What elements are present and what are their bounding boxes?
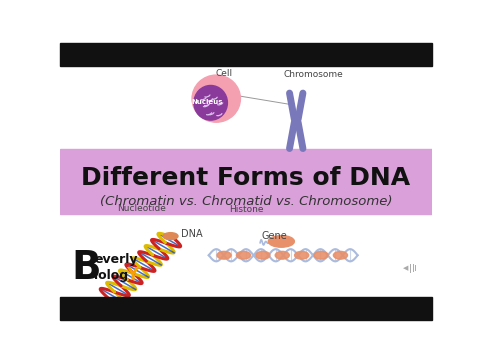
Ellipse shape xyxy=(268,235,294,247)
Text: everly: everly xyxy=(94,253,138,266)
Text: (Chromatin vs. Chromatid vs. Chromosome): (Chromatin vs. Chromatid vs. Chromosome) xyxy=(100,195,392,208)
Text: DNA: DNA xyxy=(181,229,203,239)
Ellipse shape xyxy=(275,251,289,259)
Text: Different Forms of DNA: Different Forms of DNA xyxy=(82,166,410,190)
Ellipse shape xyxy=(314,251,328,259)
Text: Cell: Cell xyxy=(215,69,232,78)
Text: Nucleus: Nucleus xyxy=(191,99,223,105)
Text: Nucleotide: Nucleotide xyxy=(118,204,166,213)
Text: Chromosome: Chromosome xyxy=(283,70,343,79)
Bar xyxy=(60,297,432,320)
Text: Histone: Histone xyxy=(229,205,263,214)
Ellipse shape xyxy=(334,251,348,259)
Text: ◀: ◀ xyxy=(403,265,408,271)
Ellipse shape xyxy=(163,233,178,240)
Ellipse shape xyxy=(194,85,228,120)
Text: Gene: Gene xyxy=(261,231,287,242)
Ellipse shape xyxy=(217,251,231,259)
Ellipse shape xyxy=(256,251,270,259)
Text: Y: Y xyxy=(126,266,138,284)
Ellipse shape xyxy=(237,251,251,259)
Ellipse shape xyxy=(192,75,240,122)
Text: B: B xyxy=(71,249,101,287)
Bar xyxy=(60,149,432,214)
Text: iolog: iolog xyxy=(94,269,128,282)
Ellipse shape xyxy=(295,251,309,259)
Bar xyxy=(60,43,432,66)
